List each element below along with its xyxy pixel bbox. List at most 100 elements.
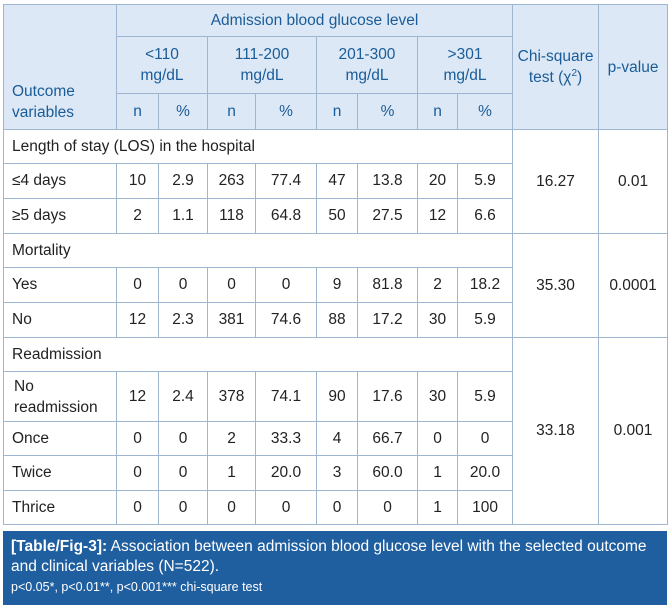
cell: 0: [255, 267, 317, 303]
cell: 0: [207, 490, 256, 525]
cell: 2.4: [158, 371, 208, 422]
cell: 2.3: [158, 302, 208, 338]
cell: 66.7: [357, 421, 418, 456]
range-header: >301 mg/dL: [416, 36, 514, 94]
p-value-header: p-value: [598, 4, 669, 130]
row-label: No readmission: [3, 371, 117, 422]
cell: 1.1: [158, 198, 208, 234]
chi-value: 35.30: [512, 233, 600, 338]
cell: 2: [116, 198, 159, 234]
outcome-variables-header: Outcome variables: [3, 4, 117, 130]
cell: 33.3: [255, 421, 317, 456]
chi-value: 16.27: [512, 129, 600, 234]
cell: 74.1: [255, 371, 317, 422]
section-title: Mortality: [2, 233, 514, 268]
caption-note: p<0.05*, p<0.01**, p<0.001*** chi-square…: [11, 580, 263, 594]
cell: 5.9: [456, 371, 514, 422]
cell: 74.6: [255, 302, 317, 338]
cell: 1: [417, 490, 458, 525]
cell: 263: [207, 163, 256, 199]
cell: 17.2: [357, 302, 418, 338]
cell: 2: [417, 267, 458, 303]
p-value: 0.0001: [598, 233, 669, 338]
row-label: Twice: [3, 455, 117, 491]
cell: 0: [316, 490, 358, 525]
row-label: Thrice: [3, 490, 117, 525]
chi-value: 33.18: [512, 337, 600, 525]
cell: 12: [116, 371, 159, 422]
data-table: Outcome variables Admission blood glucos…: [2, 4, 669, 525]
p-value: 0.01: [598, 129, 669, 234]
cell: 47: [316, 163, 358, 199]
cell: 88: [316, 302, 358, 338]
cell: 9: [316, 267, 358, 303]
cell: 90: [316, 371, 358, 422]
cell: 81.8: [357, 267, 418, 303]
n-header: n: [116, 93, 159, 130]
cell: 30: [417, 302, 458, 338]
table-row: Thrice 0 0 0 0 0 0 1 100: [3, 490, 668, 525]
cell: 20: [417, 163, 458, 199]
table-caption: [Table/Fig-3]: Association between admis…: [3, 531, 667, 605]
n-header: n: [417, 93, 458, 130]
cell: 5.9: [456, 302, 514, 338]
row-label: Once: [3, 421, 117, 456]
cell: 1: [417, 455, 458, 491]
row-label: Yes: [3, 267, 117, 303]
cell: 0: [456, 421, 514, 456]
cell: 10: [116, 163, 159, 199]
cell: 5.9: [456, 163, 514, 199]
row-label: No: [3, 302, 117, 338]
cell: 18.2: [456, 267, 514, 303]
range-header: 111-200 mg/dL: [207, 36, 317, 94]
cell: 0: [255, 490, 317, 525]
cell: 0: [158, 455, 208, 491]
cell: 0: [158, 421, 208, 456]
section-row: Readmission 33.18 0.001: [2, 337, 669, 525]
cell: 20.0: [456, 455, 514, 491]
cell: 4: [316, 421, 358, 456]
cell: 0: [357, 490, 418, 525]
table-row: No 12 2.3 381 74.6 88 17.2 30 5.9: [3, 302, 668, 338]
range-header: <110 mg/dL: [116, 36, 208, 94]
cell: 100: [456, 490, 514, 525]
cell: 3: [316, 455, 358, 491]
cell: 0: [116, 455, 159, 491]
cell: 27.5: [357, 198, 418, 234]
cell: 12: [417, 198, 458, 234]
table-row: No readmission 12 2.4 378 74.1 90 17.6 30…: [3, 371, 668, 422]
caption-body: Association between admission blood gluc…: [11, 538, 647, 575]
range-header: 201-300 mg/dL: [316, 36, 418, 94]
p-value: 0.001: [598, 337, 669, 525]
cell: 0: [417, 421, 458, 456]
cell: 30: [417, 371, 458, 422]
cell: 12: [116, 302, 159, 338]
caption-text: [Table/Fig-3]: Association between admis…: [11, 537, 657, 577]
n-header: n: [316, 93, 358, 130]
cell: 77.4: [255, 163, 317, 199]
cell: 17.6: [357, 371, 418, 422]
section-row: Length of stay (LOS) in the hospital 16.…: [2, 129, 669, 234]
n-header: n: [207, 93, 256, 130]
cell: 378: [207, 371, 256, 422]
row-label: ≤4 days: [3, 163, 117, 199]
pct-header: %: [255, 93, 317, 130]
table-row: Yes 0 0 0 0 9 81.8 2 18.2: [3, 267, 668, 303]
cell: 0: [158, 490, 208, 525]
cell: 0: [116, 267, 159, 303]
pct-header: %: [158, 93, 208, 130]
table-row: ≥5 days 2 1.1 118 64.8 50 27.5 12 6.6: [3, 198, 668, 234]
cell: 118: [207, 198, 256, 234]
row-label: ≥5 days: [3, 198, 117, 234]
cell: 50: [316, 198, 358, 234]
header-row-1: Outcome variables Admission blood glucos…: [3, 4, 669, 130]
caption-label: [Table/Fig-3]:: [11, 538, 108, 555]
section-title: Length of stay (LOS) in the hospital: [2, 129, 514, 164]
cell: 6.6: [456, 198, 514, 234]
cell: 64.8: [255, 198, 317, 234]
cell: 381: [207, 302, 256, 338]
cell: 1: [207, 455, 256, 491]
section-title: Readmission: [2, 337, 514, 372]
pct-header: %: [357, 93, 418, 130]
